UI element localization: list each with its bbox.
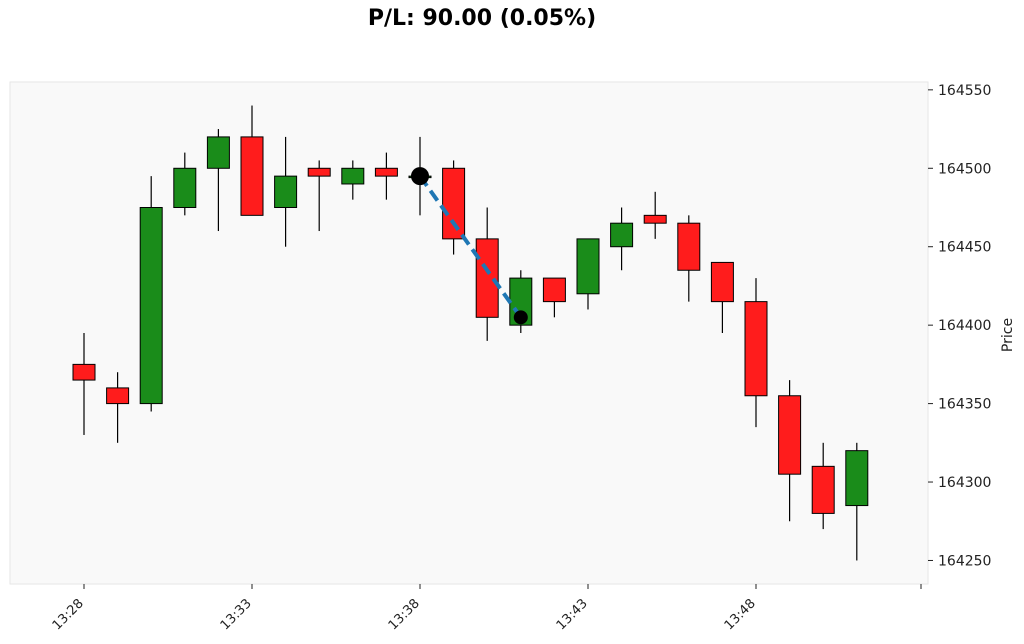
x-axis: 13:28 13:33 13:38 13:43 13:48 (50, 584, 922, 633)
candle (643, 191, 667, 239)
trade-entry-marker (411, 167, 429, 186)
candle-body (341, 167, 365, 185)
trade-layer (411, 167, 528, 325)
candle-body (576, 238, 600, 295)
candle (744, 278, 768, 428)
y-tick-label: 164550 (938, 83, 991, 99)
candle-body (610, 222, 634, 248)
trade-line (418, 174, 523, 319)
y-tick-label: 164400 (938, 318, 991, 334)
candles-layer (72, 105, 869, 561)
candle-body (72, 363, 96, 381)
candle (811, 442, 835, 530)
candle (307, 160, 331, 232)
trade-exit-marker (513, 310, 528, 325)
y-axis-label: Price (1000, 318, 1016, 352)
y-tick-label: 164450 (938, 240, 991, 256)
candle (778, 380, 802, 522)
candle (442, 160, 466, 255)
candle-body (811, 465, 835, 514)
candle-body (542, 277, 566, 303)
candle (72, 333, 96, 435)
candle-body (173, 167, 197, 208)
candle-body (677, 222, 701, 271)
candle (710, 261, 734, 333)
x-tick-label: 13:33 (218, 596, 255, 633)
x-tick-label: 13:48 (722, 596, 759, 633)
y-tick-label: 164500 (938, 161, 991, 177)
x-tick-label: 13:43 (554, 596, 591, 633)
candle (542, 277, 566, 318)
candle (173, 152, 197, 216)
plot-area (9, 81, 929, 585)
y-tick-label: 164300 (938, 475, 991, 491)
candle (206, 129, 230, 232)
candle (576, 238, 600, 310)
candle-body (307, 167, 331, 177)
candle (677, 215, 701, 302)
candle (139, 176, 163, 412)
candle-body (710, 261, 734, 303)
y-axis: 164250 164300 164350 164400 164450 164500 1645… (927, 82, 991, 584)
candle-body (274, 175, 298, 208)
x-tick-label: 13:28 (50, 596, 87, 633)
candle (274, 136, 298, 247)
candle (374, 152, 398, 200)
candle-body (744, 301, 768, 397)
x-tick-label: 13:38 (386, 596, 423, 633)
candle (845, 442, 869, 561)
candle-body (778, 395, 802, 475)
candle (240, 105, 264, 216)
candle-body (240, 136, 264, 216)
candle-body (206, 136, 230, 169)
candle (341, 160, 365, 200)
chart-title: P/L: 90.00 (0.05%) (367, 6, 597, 31)
candle-body (106, 387, 130, 405)
y-tick-label: 164250 (938, 553, 991, 569)
candle-body (374, 167, 398, 177)
candle (475, 207, 499, 341)
candle-body (475, 238, 499, 318)
candle-body (442, 167, 466, 240)
candle-body (643, 214, 667, 224)
candle (610, 207, 634, 271)
y-tick-label: 164350 (938, 397, 991, 413)
candle (106, 372, 130, 443)
candle-body (139, 207, 163, 405)
candle-body (845, 450, 869, 507)
